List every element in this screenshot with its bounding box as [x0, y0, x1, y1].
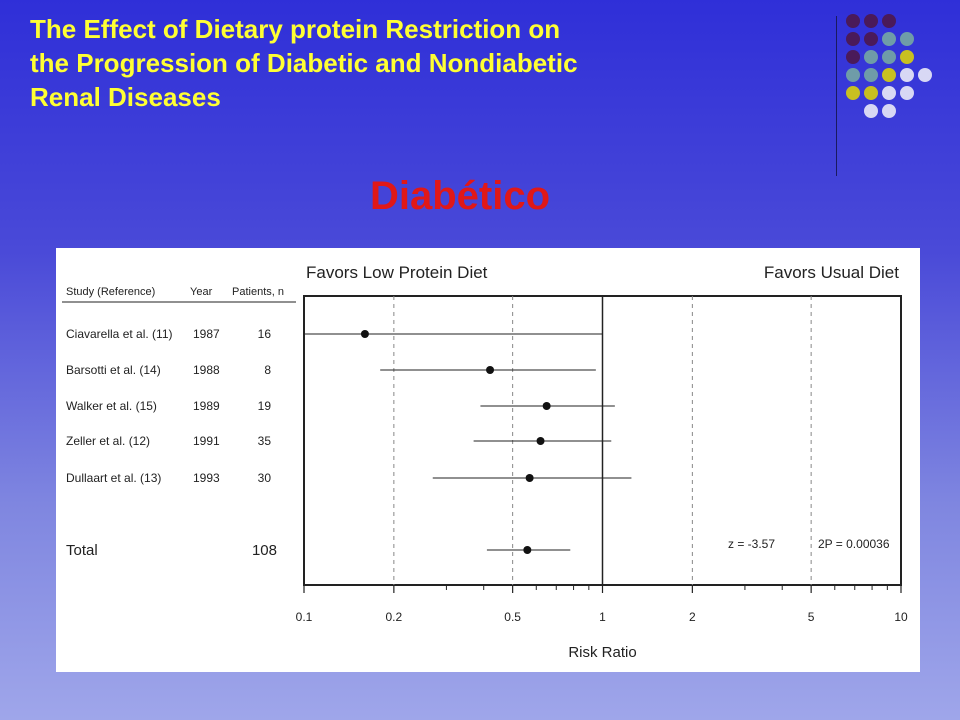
decorative-dot [864, 50, 878, 64]
study-patients: 16 [258, 327, 272, 341]
decorative-dot [882, 68, 896, 82]
column-header: Patients, n [232, 286, 284, 298]
decorative-dot [846, 14, 860, 28]
slide-subtitle: Diabético [0, 174, 920, 219]
study-label: Walker et al. (15) [66, 399, 157, 413]
study-year: 1988 [193, 363, 220, 377]
decorative-dot [900, 68, 914, 82]
decorative-dot [846, 50, 860, 64]
decorative-divider [836, 16, 837, 176]
stat-p: 2P = 0.00036 [818, 537, 890, 551]
x-axis-label: Risk Ratio [568, 644, 636, 661]
study-label: Zeller et al. (12) [66, 434, 150, 448]
study-patients: 30 [258, 471, 272, 485]
risk-ratio-point [361, 330, 369, 338]
decorative-dot [900, 32, 914, 46]
decorative-dot [882, 50, 896, 64]
header-favors-low-protein: Favors Low Protein Diet [306, 263, 488, 282]
decorative-dot [864, 68, 878, 82]
x-tick-label: 0.2 [386, 610, 403, 624]
x-tick-label: 2 [689, 610, 696, 624]
title-line: the Progression of Diabetic and Nondiabe… [30, 46, 830, 80]
decorative-dot [882, 32, 896, 46]
header-favors-usual-diet: Favors Usual Diet [764, 263, 899, 282]
decorative-dot [846, 86, 860, 100]
x-tick-label: 0.1 [296, 610, 313, 624]
x-tick-label: 1 [599, 610, 606, 624]
decorative-dot [846, 32, 860, 46]
risk-ratio-point [526, 474, 534, 482]
risk-ratio-point [537, 437, 545, 445]
x-tick-label: 10 [894, 610, 908, 624]
study-patients: 8 [264, 363, 271, 377]
total-patients: 108 [252, 542, 277, 559]
decorative-dot [882, 86, 896, 100]
decorative-dot [882, 104, 896, 118]
forest-plot: Favors Low Protein Diet Favors Usual Diet… [56, 248, 920, 672]
study-year: 1991 [193, 434, 220, 448]
forest-plot-figure: Favors Low Protein Diet Favors Usual Diet… [56, 248, 920, 672]
decorative-dot [864, 32, 878, 46]
x-tick-label: 0.5 [504, 610, 521, 624]
study-year: 1993 [193, 471, 220, 485]
column-header: Year [190, 286, 213, 298]
risk-ratio-point [543, 402, 551, 410]
total-risk-ratio-point [523, 546, 531, 554]
decorative-dot [882, 14, 896, 28]
decorative-dot [864, 104, 878, 118]
decorative-dot [864, 14, 878, 28]
study-patients: 35 [258, 434, 272, 448]
decorative-dot [846, 68, 860, 82]
decorative-dot [900, 86, 914, 100]
decorative-dot [900, 50, 914, 64]
column-header: Study (Reference) [66, 286, 155, 298]
study-label: Dullaart et al. (13) [66, 471, 161, 485]
decorative-dot [864, 86, 878, 100]
title-line: Renal Diseases [30, 80, 830, 114]
decorative-dot [918, 68, 932, 82]
study-label: Barsotti et al. (14) [66, 363, 161, 377]
study-year: 1987 [193, 327, 220, 341]
x-tick-label: 5 [808, 610, 815, 624]
stat-z: z = -3.57 [728, 537, 775, 551]
study-label: Ciavarella et al. (11) [66, 327, 173, 341]
slide-title: The Effect of Dietary protein Restrictio… [30, 12, 830, 114]
title-line: The Effect of Dietary protein Restrictio… [30, 12, 830, 46]
risk-ratio-point [486, 366, 494, 374]
total-label: Total [66, 542, 98, 559]
study-year: 1989 [193, 399, 220, 413]
study-patients: 19 [258, 399, 272, 413]
